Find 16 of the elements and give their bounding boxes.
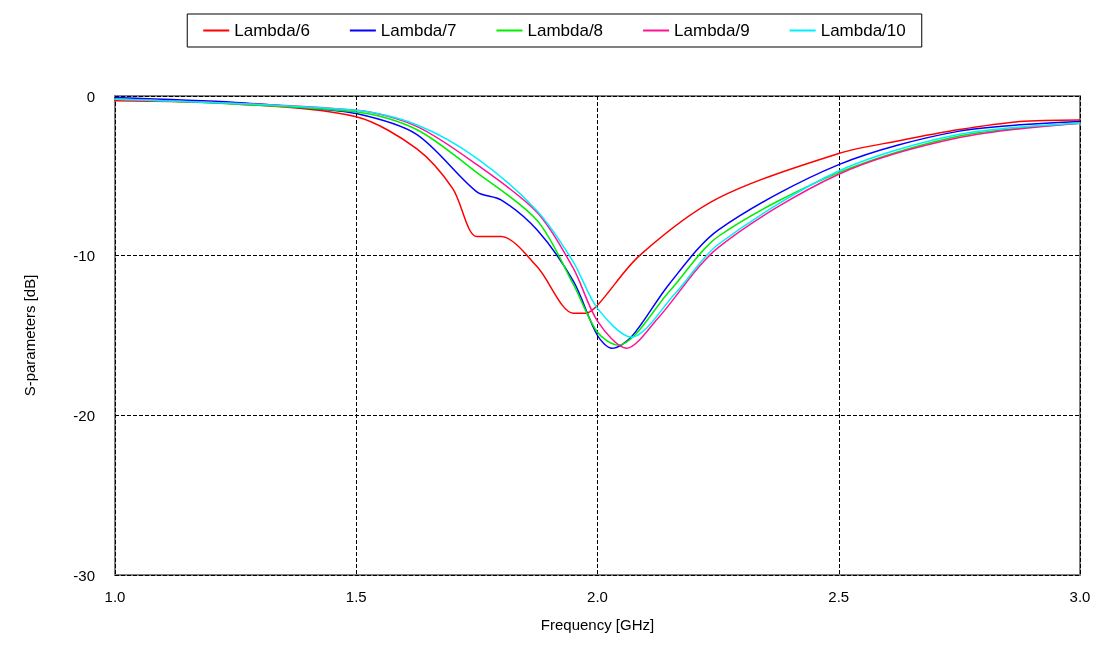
y-tick-label: -10 (73, 247, 95, 265)
x-tick-label: 2.0 (587, 588, 608, 605)
x-tick-label: 2.5 (828, 588, 850, 605)
legend-label: Lambda/7 (380, 21, 457, 40)
y-tick-label: -30 (73, 566, 95, 584)
y-axis-title: S-parameters [dB] (21, 274, 38, 397)
y-tick-label: 0 (86, 87, 95, 105)
y-tick-label: -20 (73, 406, 95, 424)
legend-label: Lambda/9 (674, 21, 750, 40)
x-tick-label: 1.0 (104, 588, 126, 605)
x-tick-label: 1.5 (345, 588, 367, 605)
x-tick-label: 3.0 (1069, 588, 1091, 605)
x-axis-title: Frequency [GHz] (540, 616, 655, 633)
legend-label: Lambda/8 (527, 21, 604, 40)
legend-label: Lambda/6 (234, 21, 310, 40)
legend-label: Lambda/10 (820, 21, 906, 40)
